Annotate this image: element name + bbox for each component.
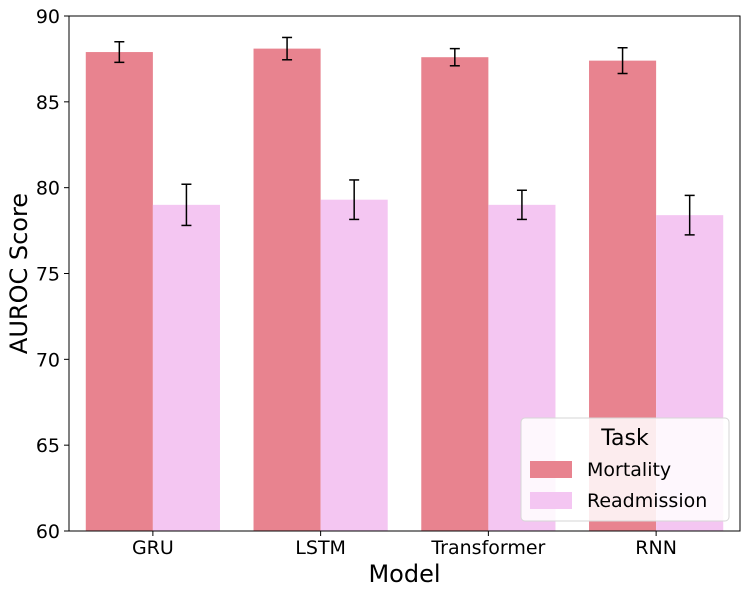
y-tick-label: 85 [36, 92, 60, 114]
error-bar-mortality-gru [114, 41, 125, 64]
error-bars-layer [114, 36, 695, 236]
x-tick-label: RNN [635, 537, 677, 559]
y-axis: 60 65 70 75 80 85 90 [36, 6, 69, 543]
y-axis-title: AUROC Score [5, 193, 33, 354]
x-axis-title: Model [368, 560, 440, 588]
bar-mortality-gru [85, 52, 153, 532]
error-bar-readmission-lstm [349, 179, 360, 221]
legend-swatch-mortality [530, 461, 572, 478]
bar-mortality-lstm [253, 48, 321, 531]
x-tick-label: LSTM [295, 537, 346, 559]
legend: Task Mortality Readmission [520, 417, 730, 522]
error-bar-mortality-lstm [282, 36, 293, 61]
y-tick-label: 60 [36, 521, 60, 543]
legend-label-mortality: Mortality [587, 459, 671, 481]
y-tick-label: 80 [36, 178, 60, 200]
legend-label-readmission: Readmission [587, 490, 707, 512]
y-tick-label: 70 [36, 349, 60, 371]
y-tick-label: 75 [36, 264, 60, 286]
error-bar-readmission-transformer [516, 189, 527, 221]
bar-mortality-transformer [421, 57, 489, 531]
legend-swatch-readmission [530, 492, 572, 509]
error-bar-readmission-rnn [684, 194, 695, 236]
error-bar-readmission-gru [181, 183, 192, 227]
x-axis: GRU LSTM Transformer RNN [132, 531, 677, 559]
y-tick-label: 65 [36, 435, 60, 457]
x-tick-label: Transformer [430, 537, 545, 559]
error-bar-mortality-rnn [617, 47, 628, 75]
x-tick-label: GRU [132, 537, 174, 559]
legend-items: Mortality Readmission [530, 459, 707, 512]
legend-title: Task [600, 426, 649, 451]
error-bar-mortality-transformer [449, 47, 460, 67]
y-tick-label: 90 [36, 6, 60, 28]
bar-readmission-lstm [320, 199, 388, 531]
bar-readmission-gru [152, 204, 220, 532]
legend-box [520, 417, 730, 522]
